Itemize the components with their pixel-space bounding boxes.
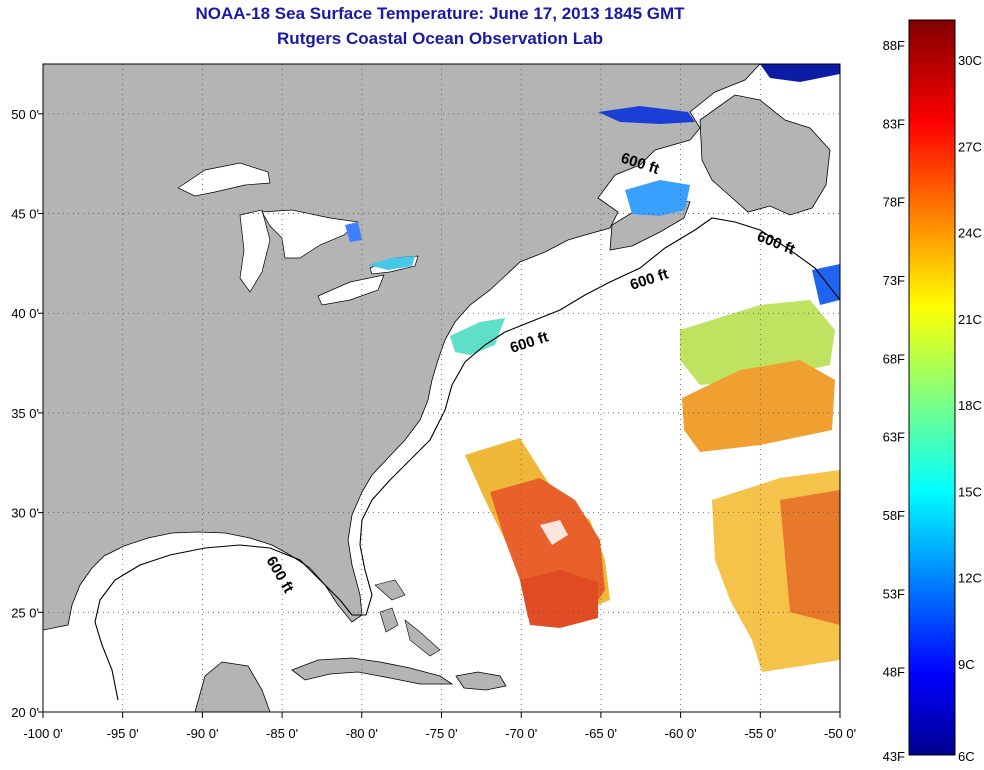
longitude-tick-label: -65 0' [585, 726, 617, 741]
longitude-tick-label: -90 0' [186, 726, 218, 741]
longitude-tick-label: -100 0' [23, 726, 62, 741]
latitude-tick-label: 40 0' [11, 306, 39, 321]
colorbar-fahrenheit-label: 48F [883, 665, 905, 680]
colorbar-celsius-label: 15C [958, 484, 982, 499]
yucatan-land [194, 661, 271, 712]
map-title: NOAA-18 Sea Surface Temperature: June 17… [195, 4, 685, 23]
colorbar-labels: 88F 83F 78F 73F 68F 63F 58F 53F 48F 43F 30C 27C 24C 2… [883, 38, 982, 764]
axis-ticks: -100 0' -95 0' -90 0' -85 0' -80 0' -75 0' -70… [11, 107, 856, 741]
longitude-tick-label: -55 0' [744, 726, 776, 741]
north-america-land [43, 64, 761, 631]
colorbar-celsius-label: 18C [958, 398, 982, 413]
isobath-600ft-line [94, 217, 840, 701]
latitude-tick-label: 20 0' [11, 705, 39, 720]
colorbar-fahrenheit-label: 68F [883, 351, 905, 366]
colorbar-fahrenheit-label: 58F [883, 508, 905, 523]
longitude-tick-label: -75 0' [425, 726, 457, 741]
colorbar-fahrenheit-label: 83F [883, 116, 905, 131]
colorbar-fahrenheit-label: 78F [883, 195, 905, 210]
newfoundland-land [699, 94, 831, 216]
colorbar-celsius-label: 21C [958, 312, 982, 327]
colorbar-celsius-label: 12C [958, 571, 982, 586]
bahamas-islands [374, 579, 441, 657]
cuba-land [291, 657, 454, 685]
colorbar-fahrenheit-label: 63F [883, 430, 905, 445]
temperature-colorbar [908, 19, 956, 756]
colorbar-celsius-label: 6C [958, 749, 975, 764]
latitude-tick-label: 50 0' [11, 107, 39, 122]
longitude-tick-label: -80 0' [346, 726, 378, 741]
hispaniola-land [455, 671, 507, 691]
longitude-tick-label: -70 0' [505, 726, 537, 741]
latitude-tick-label: 35 0' [11, 406, 39, 421]
colorbar-fahrenheit-label: 53F [883, 586, 905, 601]
colorbar-fahrenheit-label: 43F [883, 749, 905, 764]
colorbar-fahrenheit-label: 73F [883, 273, 905, 288]
latitude-tick-label: 25 0' [11, 605, 39, 620]
colorbar-celsius-label: 9C [958, 657, 975, 672]
sst-data-layer [345, 64, 840, 672]
longitude-tick-label: -50 0' [824, 726, 856, 741]
colorbar-celsius-label: 27C [958, 139, 982, 154]
colorbar-celsius-label: 24C [958, 226, 982, 241]
map-subtitle: Rutgers Coastal Ocean Observation Lab [277, 29, 603, 48]
colorbar-celsius-label: 30C [958, 53, 982, 68]
longitude-tick-label: -60 0' [665, 726, 697, 741]
latitude-tick-label: 30 0' [11, 506, 39, 521]
longitude-tick-label: -95 0' [107, 726, 139, 741]
longitude-tick-label: -85 0' [266, 726, 298, 741]
latitude-tick-label: 45 0' [11, 207, 39, 222]
colorbar-fahrenheit-label: 88F [883, 38, 905, 53]
map-frame [42, 63, 841, 713]
